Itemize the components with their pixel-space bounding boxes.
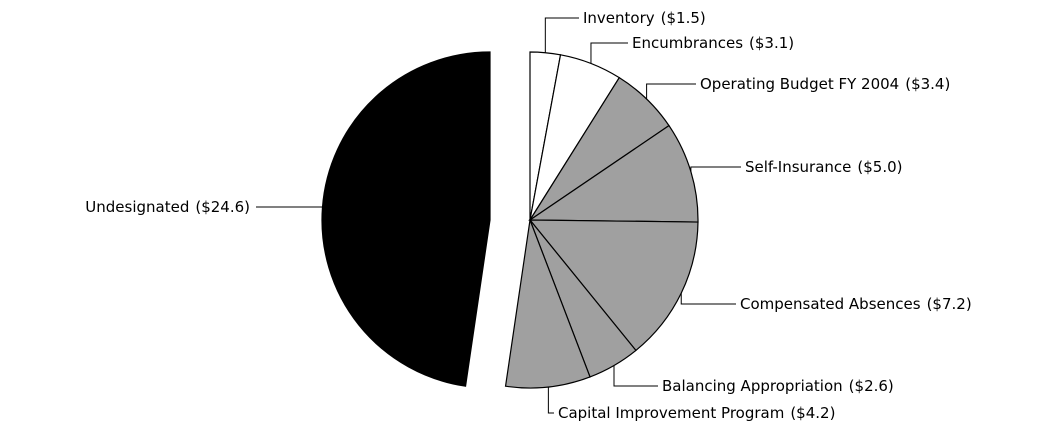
slice-label: Capital Improvement Program ($4.2) bbox=[558, 404, 835, 422]
leader-line bbox=[613, 365, 658, 387]
category-name: Inventory bbox=[583, 9, 655, 27]
category-name: Balancing Appropriation bbox=[662, 377, 843, 395]
value-label: ($2.6) bbox=[849, 377, 894, 395]
category-name: Self-Insurance bbox=[745, 158, 851, 176]
slice-label: Undesignated ($24.6) bbox=[85, 198, 250, 216]
category-name: Capital Improvement Program bbox=[558, 404, 784, 422]
category-name: Compensated Absences bbox=[740, 295, 921, 313]
value-label: ($1.5) bbox=[661, 9, 706, 27]
leader-line bbox=[590, 42, 628, 64]
value-label: ($4.2) bbox=[790, 404, 835, 422]
leader-line bbox=[547, 386, 554, 414]
slice-label: Compensated Absences ($7.2) bbox=[740, 295, 972, 313]
leader-line bbox=[680, 293, 736, 305]
leader-line bbox=[690, 166, 741, 172]
slice-label: Encumbrances ($3.1) bbox=[632, 34, 794, 52]
value-label: ($24.6) bbox=[195, 198, 250, 216]
slice-label: Operating Budget FY 2004 ($3.4) bbox=[700, 75, 950, 93]
pie-slice bbox=[321, 51, 491, 387]
value-label: ($5.0) bbox=[857, 158, 902, 176]
slice-label: Self-Insurance ($5.0) bbox=[745, 158, 903, 176]
value-label: ($3.1) bbox=[749, 34, 794, 52]
category-name: Operating Budget FY 2004 bbox=[700, 75, 899, 93]
leader-line bbox=[544, 17, 579, 53]
leader-line bbox=[256, 206, 323, 208]
value-label: ($7.2) bbox=[927, 295, 972, 313]
slice-label: Balancing Appropriation ($2.6) bbox=[662, 377, 894, 395]
leader-line bbox=[646, 83, 696, 100]
category-name: Encumbrances bbox=[632, 34, 743, 52]
value-label: ($3.4) bbox=[905, 75, 950, 93]
category-name: Undesignated bbox=[85, 198, 189, 216]
slice-label: Inventory ($1.5) bbox=[583, 9, 706, 27]
pie-slice bbox=[528, 124, 699, 223]
